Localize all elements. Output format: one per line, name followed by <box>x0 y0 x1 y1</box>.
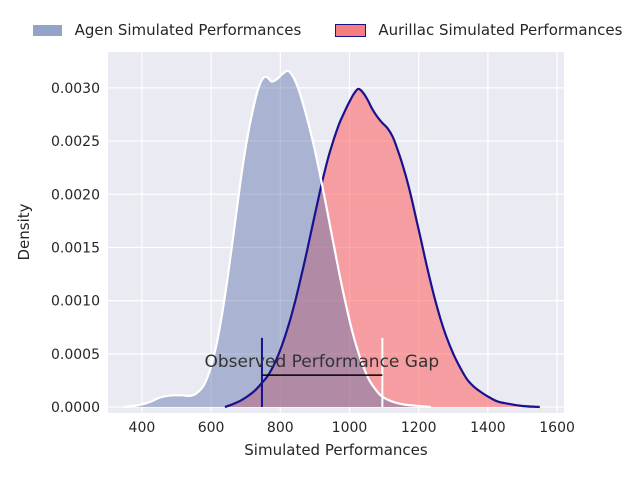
x-tick-label: 600 <box>198 420 225 436</box>
y-tick-label: 0.0015 <box>51 240 100 256</box>
legend-label-aurillac: Aurillac Simulated Performances <box>378 21 623 39</box>
x-tick-label: 1400 <box>470 420 506 436</box>
y-tick-label: 0.0005 <box>51 347 100 363</box>
legend-entry-aurillac: Aurillac Simulated Performances <box>335 21 622 39</box>
x-tick-label: 1600 <box>539 420 575 436</box>
y-tick-label: 0.0030 <box>51 81 100 97</box>
kde-line-0 <box>123 69 431 409</box>
x-tick-label: 1200 <box>401 420 437 436</box>
legend-entry-agen: Agen Simulated Performances <box>31 21 302 39</box>
kde-fill-0 <box>123 70 431 408</box>
kde-line-1 <box>224 87 540 409</box>
legend-label-agen: Agen Simulated Performances <box>74 21 302 39</box>
x-tick-label: 400 <box>129 420 156 436</box>
observed-gap-annotation: Observed Performance Gap <box>204 352 440 373</box>
legend-swatch-agen-icon <box>31 23 63 37</box>
y-tick-label: 0.0000 <box>51 400 100 416</box>
x-tick-label: 800 <box>267 420 294 436</box>
x-tick-label: 1000 <box>332 420 368 436</box>
x-axis-label: Simulated Performances <box>244 441 428 459</box>
y-tick-label: 0.0020 <box>51 187 100 203</box>
legend: Agen Simulated Performances Aurillac Sim… <box>14 21 640 39</box>
y-axis-label: Density <box>15 203 33 261</box>
y-tick-label: 0.0010 <box>51 294 100 310</box>
y-tick-label: 0.0025 <box>51 134 100 150</box>
legend-swatch-aurillac-icon <box>335 23 367 37</box>
kde-fill-1 <box>224 88 540 407</box>
